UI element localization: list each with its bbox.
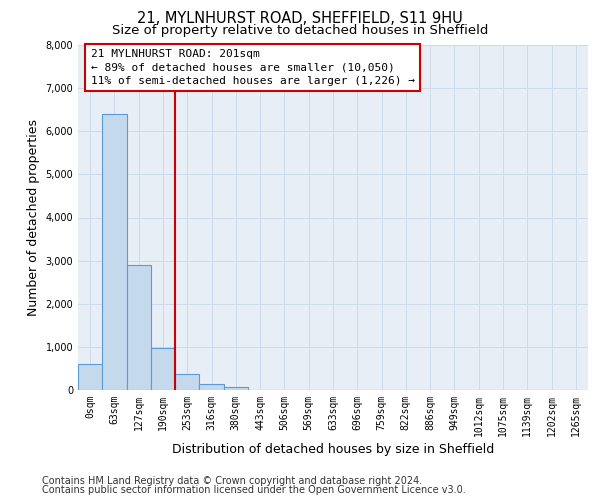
Text: 21, MYLNHURST ROAD, SHEFFIELD, S11 9HU: 21, MYLNHURST ROAD, SHEFFIELD, S11 9HU [137,11,463,26]
Text: Size of property relative to detached houses in Sheffield: Size of property relative to detached ho… [112,24,488,37]
X-axis label: Distribution of detached houses by size in Sheffield: Distribution of detached houses by size … [172,443,494,456]
Bar [127,265,151,390]
Bar [102,114,127,390]
Text: Contains public sector information licensed under the Open Government Licence v3: Contains public sector information licen… [42,485,466,495]
Bar [78,364,102,390]
Text: Contains HM Land Registry data © Crown copyright and database right 2024.: Contains HM Land Registry data © Crown c… [42,476,422,486]
Bar [224,387,248,390]
Bar [199,384,224,390]
Bar [175,374,199,390]
Bar [151,348,175,390]
Text: 21 MYLNHURST ROAD: 201sqm
← 89% of detached houses are smaller (10,050)
11% of s: 21 MYLNHURST ROAD: 201sqm ← 89% of detac… [91,50,415,86]
Y-axis label: Number of detached properties: Number of detached properties [27,119,40,316]
